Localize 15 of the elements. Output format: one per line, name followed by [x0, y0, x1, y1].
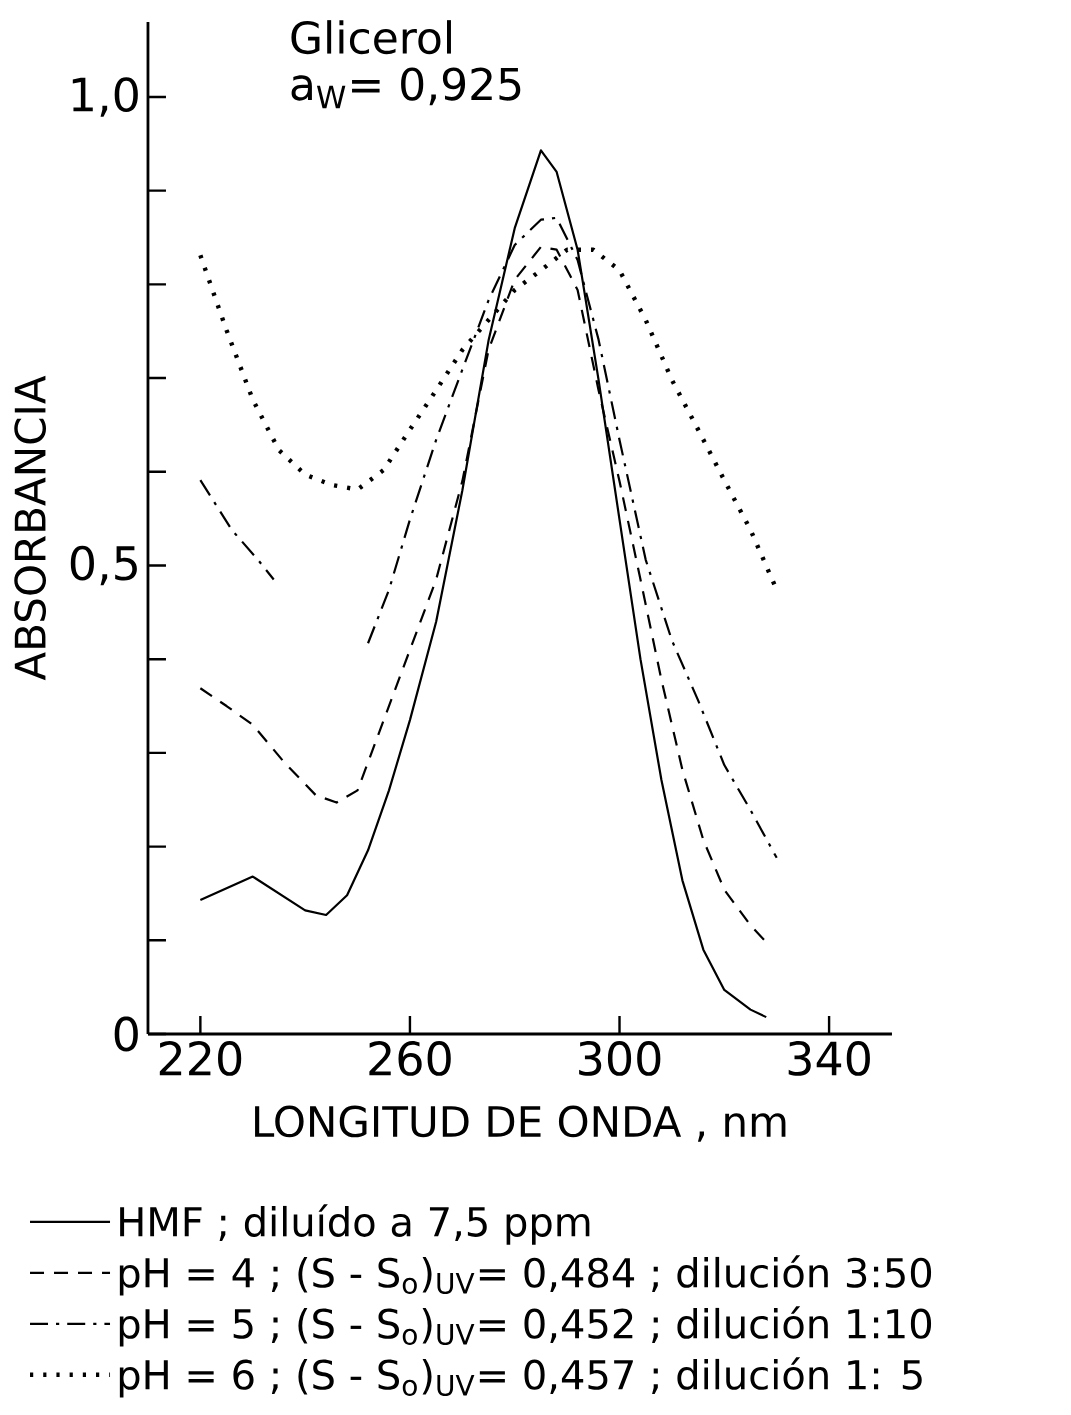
x-tick-label: 220: [159, 1041, 242, 1076]
x-tick-label: 260: [369, 1041, 451, 1076]
legend-label: pH = 4 ; (S - S$_{o}$)$_{UV}$= 0,484 ; dilución 3:50: [119, 1255, 932, 1296]
y-tick-label: 0: [114, 1016, 138, 1052]
legend-label: pH = 5 ; (S - S$_{o}$)$_{UV}$= 0,452 ; dilución 1:10: [119, 1306, 932, 1347]
legend-label: pH = 6 ; (S - S$_{o}$)$_{UV}$= 0,457 ; dilución 1: 5: [119, 1357, 922, 1398]
y-axis-title: ABSORBANCIA: [14, 375, 47, 681]
annotation: a$_{W}$= 0,925: [291, 67, 521, 109]
annotation: Glicerol: [291, 20, 451, 55]
legend-label: HMF ; diluído a 7,5 ppm: [120, 1204, 590, 1245]
y-tick-label: 1,0: [72, 77, 138, 117]
x-tick-label: 340: [788, 1041, 870, 1076]
x-tick-label: 300: [579, 1041, 661, 1076]
x-axis-title: LONGITUD DE ONDA , nm: [255, 1105, 786, 1142]
y-tick-label: 0,5: [70, 545, 137, 586]
